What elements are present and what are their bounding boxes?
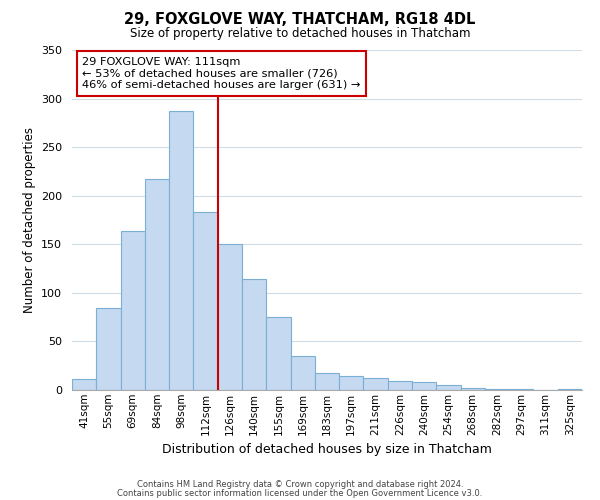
Bar [266, 317, 290, 390]
Text: Contains HM Land Registry data © Crown copyright and database right 2024.: Contains HM Land Registry data © Crown c… [137, 480, 463, 489]
Bar [218, 244, 242, 390]
Text: Contains public sector information licensed under the Open Government Licence v3: Contains public sector information licen… [118, 488, 482, 498]
X-axis label: Distribution of detached houses by size in Thatcham: Distribution of detached houses by size … [162, 443, 492, 456]
Bar [121, 230, 145, 390]
Bar [412, 382, 436, 390]
Bar [72, 380, 96, 390]
Y-axis label: Number of detached properties: Number of detached properties [23, 127, 35, 313]
Text: 29 FOXGLOVE WAY: 111sqm
← 53% of detached houses are smaller (726)
46% of semi-d: 29 FOXGLOVE WAY: 111sqm ← 53% of detache… [82, 57, 361, 90]
Bar [461, 388, 485, 390]
Text: Size of property relative to detached houses in Thatcham: Size of property relative to detached ho… [130, 28, 470, 40]
Bar [558, 389, 582, 390]
Bar [242, 280, 266, 390]
Bar [364, 378, 388, 390]
Bar [315, 372, 339, 390]
Bar [193, 212, 218, 390]
Bar [96, 308, 121, 390]
Bar [145, 179, 169, 390]
Bar [339, 376, 364, 390]
Bar [509, 389, 533, 390]
Bar [290, 356, 315, 390]
Bar [169, 111, 193, 390]
Bar [388, 382, 412, 390]
Bar [436, 385, 461, 390]
Text: 29, FOXGLOVE WAY, THATCHAM, RG18 4DL: 29, FOXGLOVE WAY, THATCHAM, RG18 4DL [124, 12, 476, 28]
Bar [485, 389, 509, 390]
